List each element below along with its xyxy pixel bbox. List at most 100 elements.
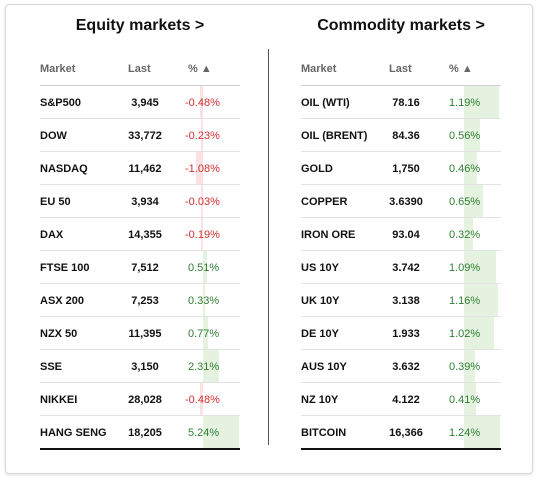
- change-bar: [203, 251, 207, 283]
- table-row[interactable]: OIL (BRENT) 84.36 0.56%: [301, 119, 501, 152]
- last-price: 3,934: [131, 196, 159, 208]
- market-name: BITCOIN: [301, 427, 347, 439]
- change-bar: [464, 383, 476, 415]
- last-price: 28,028: [128, 394, 162, 406]
- table-row[interactable]: BITCOIN 16,366 1.24%: [301, 416, 501, 450]
- equity-table-header: Market Last % ▲: [40, 57, 240, 86]
- market-name: FTSE 100: [40, 262, 90, 274]
- last-price: 1.933: [392, 328, 420, 340]
- change-bar: [464, 185, 483, 217]
- last-price: 11,395: [128, 328, 162, 340]
- last-price: 3.6390: [389, 196, 423, 208]
- last-price: 78.16: [392, 97, 420, 109]
- last-price: 3,945: [131, 97, 159, 109]
- market-column-header[interactable]: Market: [40, 63, 76, 75]
- markets-card: Equity markets > Market Last % ▲ S&P500 3…: [5, 4, 533, 474]
- change-bar: [464, 416, 500, 448]
- table-row[interactable]: US 10Y 3.742 1.09%: [301, 251, 501, 284]
- percent-change: 0.56%: [449, 130, 481, 142]
- table-row[interactable]: DOW 33,772 -0.23%: [40, 119, 240, 152]
- table-row[interactable]: HANG SENG 18,205 5.24%: [40, 416, 240, 450]
- market-name: EU 50: [40, 196, 71, 208]
- table-row[interactable]: OIL (WTI) 78.16 1.19%: [301, 86, 501, 119]
- percent-change: -0.48%: [185, 394, 220, 406]
- percent-change: -0.03%: [185, 196, 220, 208]
- market-name: AUS 10Y: [301, 361, 347, 373]
- change-bar: [203, 350, 219, 382]
- last-price: 7,253: [131, 295, 159, 307]
- change-bar: [199, 383, 203, 415]
- change-bar: [203, 317, 209, 349]
- commodity-markets-title[interactable]: Commodity markets >: [317, 17, 485, 34]
- change-bar: [464, 350, 476, 382]
- table-row[interactable]: DE 10Y 1.933 1.02%: [301, 317, 501, 350]
- table-row[interactable]: DAX 14,355 -0.19%: [40, 218, 240, 251]
- table-row[interactable]: S&P500 3,945 -0.48%: [40, 86, 240, 119]
- percent-change: 0.51%: [188, 262, 220, 274]
- change-bar: [201, 218, 203, 250]
- market-name: COPPER: [301, 196, 348, 208]
- market-name: GOLD: [301, 163, 333, 175]
- percent-change: -1.08%: [185, 163, 220, 175]
- market-name: US 10Y: [301, 262, 339, 274]
- change-bar: [195, 152, 203, 184]
- table-row[interactable]: ASX 200 7,253 0.33%: [40, 284, 240, 317]
- last-price: 4.122: [392, 394, 420, 406]
- market-name: OIL (WTI): [301, 97, 350, 109]
- percent-change: -0.23%: [185, 130, 220, 142]
- last-price: 84.36: [392, 130, 420, 142]
- table-row[interactable]: GOLD 1,750 0.46%: [301, 152, 501, 185]
- table-row[interactable]: NZ 10Y 4.122 0.41%: [301, 383, 501, 416]
- percent-change: 1.16%: [449, 295, 481, 307]
- last-price: 1,750: [392, 163, 420, 175]
- change-bar: [203, 284, 206, 316]
- change-bar: [464, 251, 496, 283]
- percent-change: 0.46%: [449, 163, 481, 175]
- market-name: ASX 200: [40, 295, 85, 307]
- percent-change: 1.02%: [449, 328, 481, 340]
- equity-markets-title[interactable]: Equity markets >: [75, 17, 205, 34]
- percent-change: 0.77%: [188, 328, 220, 340]
- table-row[interactable]: NZX 50 11,395 0.77%: [40, 317, 240, 350]
- percent-column-header[interactable]: % ▲: [188, 63, 212, 75]
- panel-divider: [268, 49, 269, 445]
- last-price: 33,772: [128, 130, 162, 142]
- change-bar: [464, 284, 498, 316]
- table-row[interactable]: COPPER 3.6390 0.65%: [301, 185, 501, 218]
- market-column-header[interactable]: Market: [301, 63, 337, 75]
- last-column-header[interactable]: Last: [389, 63, 412, 75]
- table-row[interactable]: UK 10Y 3.138 1.16%: [301, 284, 501, 317]
- table-row[interactable]: SSE 3,150 2.31%: [40, 350, 240, 383]
- market-name: DE 10Y: [301, 328, 339, 340]
- change-bar: [464, 317, 494, 349]
- last-column-header[interactable]: Last: [128, 63, 151, 75]
- table-row[interactable]: EU 50 3,934 -0.03%: [40, 185, 240, 218]
- last-price: 3.138: [392, 295, 420, 307]
- last-price: 3,150: [131, 361, 159, 373]
- market-name: S&P500: [40, 97, 81, 109]
- percent-change: 0.39%: [449, 361, 481, 373]
- percent-change: 2.31%: [188, 361, 220, 373]
- percent-change: 0.41%: [449, 394, 481, 406]
- last-price: 11,462: [128, 163, 162, 175]
- last-price: 93.04: [392, 229, 420, 241]
- last-price: 3.742: [392, 262, 420, 274]
- percent-column-header[interactable]: % ▲: [449, 63, 473, 75]
- last-price: 3.632: [392, 361, 420, 373]
- percent-change: 0.33%: [188, 295, 220, 307]
- table-row[interactable]: NASDAQ 11,462 -1.08%: [40, 152, 240, 185]
- market-name: HANG SENG: [40, 427, 107, 439]
- commodity-table-header: Market Last % ▲: [301, 57, 501, 86]
- table-row[interactable]: NIKKEI 28,028 -0.48%: [40, 383, 240, 416]
- percent-change: -0.48%: [185, 97, 220, 109]
- table-row[interactable]: AUS 10Y 3.632 0.39%: [301, 350, 501, 383]
- market-name: SSE: [40, 361, 63, 373]
- table-row[interactable]: FTSE 100 7,512 0.51%: [40, 251, 240, 284]
- change-bar: [201, 185, 203, 217]
- market-name: NASDAQ: [40, 163, 88, 175]
- percent-change: 0.65%: [449, 196, 481, 208]
- percent-change: 0.32%: [449, 229, 481, 241]
- table-row[interactable]: IRON ORE 93.04 0.32%: [301, 218, 501, 251]
- change-bar: [203, 416, 239, 448]
- percent-change: 1.19%: [449, 97, 481, 109]
